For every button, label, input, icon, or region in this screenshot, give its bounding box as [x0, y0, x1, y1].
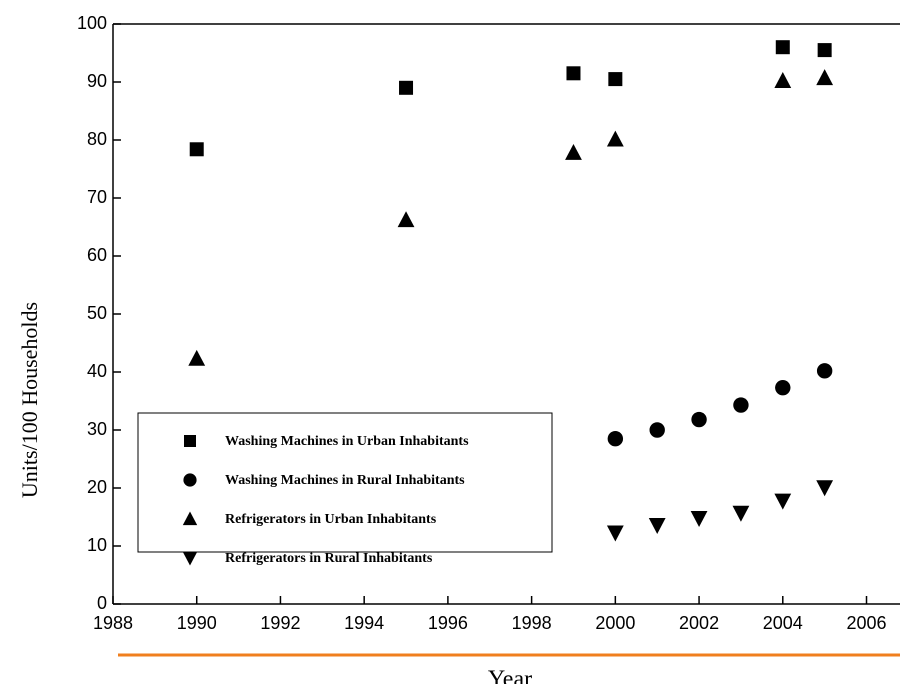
x-tick-label: 2006 — [846, 613, 886, 633]
x-tick-label: 1996 — [428, 613, 468, 633]
marker-triangle-up — [188, 349, 206, 366]
marker-triangle-down — [690, 511, 708, 527]
marker-triangle-up — [606, 130, 624, 147]
marker-square — [608, 72, 623, 87]
marker-triangle-up — [816, 69, 834, 86]
x-axis-label: Year — [488, 667, 532, 684]
marker-triangle-up — [565, 143, 582, 160]
marker-square — [399, 80, 414, 95]
marker-triangle-down — [816, 480, 834, 497]
y-tick-label: 100 — [77, 13, 107, 33]
marker-triangle-up — [397, 211, 415, 228]
y-tick-label: 40 — [87, 361, 107, 381]
x-tick-label: 1992 — [260, 613, 300, 633]
marker-triangle-down — [606, 525, 624, 542]
x-tick-label: 1990 — [177, 613, 217, 633]
y-tick-label: 0 — [97, 593, 107, 613]
y-axis-label: Units/100 Households — [17, 302, 42, 498]
marker-triangle-down — [774, 493, 792, 510]
legend-box — [137, 412, 553, 553]
legend-label: Washing Machines in Urban Inhabitants — [225, 434, 469, 449]
y-tick-label: 90 — [87, 71, 107, 91]
x-tick-label: 1998 — [512, 613, 552, 633]
y-tick-label: 20 — [87, 477, 107, 497]
y-tick-label: 10 — [87, 535, 107, 555]
marker-triangle-up — [182, 511, 198, 526]
marker-circle — [816, 363, 833, 379]
x-tick-label: 2004 — [763, 613, 803, 633]
marker-circle — [775, 379, 791, 396]
legend-label: Refrigerators in Urban Inhabitants — [225, 512, 437, 527]
x-tick-label: 2002 — [679, 613, 719, 633]
marker-square — [775, 40, 790, 55]
y-tick-label: 60 — [87, 245, 107, 265]
marker-square — [817, 43, 832, 58]
marker-triangle-down — [732, 505, 750, 522]
marker-square — [566, 66, 581, 81]
legend-label: Refrigerators in Rural Inhabitants — [225, 551, 433, 566]
marker-circle — [691, 411, 707, 428]
y-tick-label: 80 — [87, 129, 107, 149]
x-tick-label: 2000 — [595, 613, 635, 633]
y-tick-label: 30 — [87, 419, 107, 439]
marker-triangle-down — [648, 517, 666, 534]
y-tick-label: 50 — [87, 303, 107, 323]
marker-circle — [733, 397, 749, 413]
marker-circle — [607, 431, 624, 447]
marker-triangle-down — [182, 551, 198, 566]
marker-circle — [649, 422, 665, 438]
x-tick-label: 1988 — [93, 613, 133, 633]
y-tick-label: 70 — [87, 187, 107, 207]
legend-label: Washing Machines in Rural Inhabitants — [225, 473, 465, 488]
marker-circle — [183, 473, 197, 487]
x-tick-label: 1994 — [344, 613, 384, 633]
marker-square — [189, 142, 204, 157]
marker-square — [184, 435, 196, 447]
marker-triangle-up — [774, 72, 792, 88]
mask — [0, 657, 902, 667]
